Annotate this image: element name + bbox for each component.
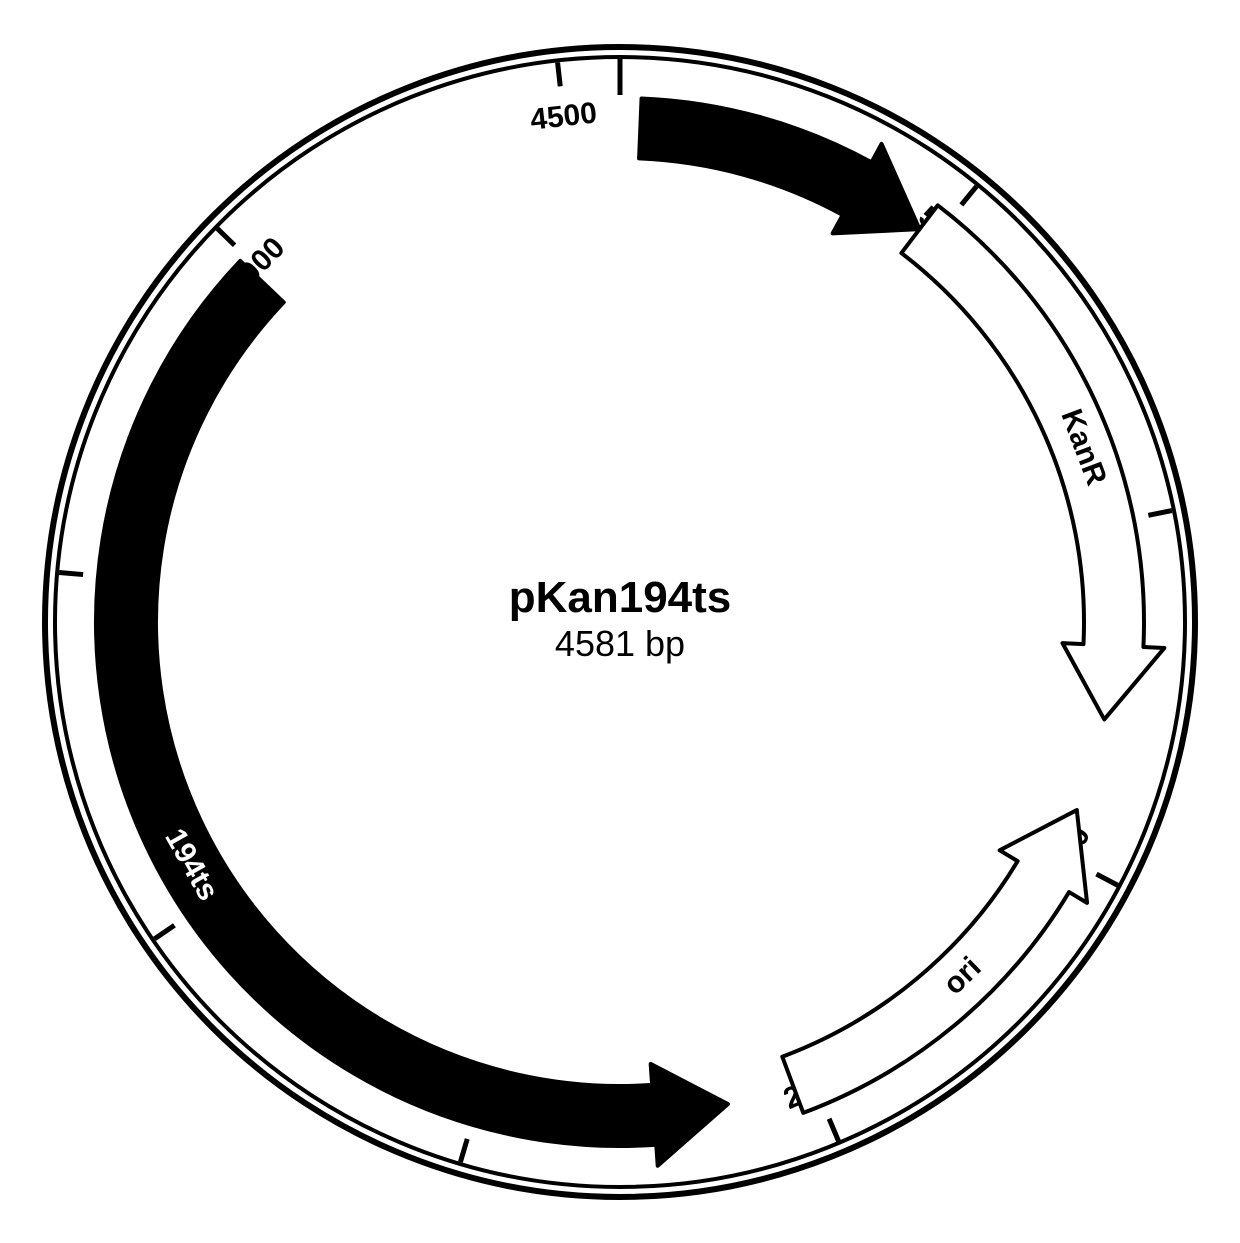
plasmid-name: pKan194ts	[509, 573, 732, 622]
scale-tick	[1148, 511, 1172, 516]
scale-tick	[558, 62, 561, 86]
feature-194ts	[96, 261, 728, 1166]
scale-tick	[460, 1139, 467, 1162]
plasmid-backbone-outer	[45, 47, 1195, 1197]
scale-tick-label: 4500	[529, 96, 599, 136]
plasmid-backbone-inner	[55, 57, 1185, 1187]
scale-tick	[217, 228, 234, 245]
scale-tick	[59, 572, 83, 574]
scale-tick	[961, 186, 976, 205]
plasmid-size: 4581 bp	[555, 623, 685, 664]
scale-tick	[829, 1119, 838, 1141]
feature-ori	[782, 810, 1087, 1113]
scale-tick	[1096, 874, 1117, 885]
scale-tick	[155, 925, 175, 939]
feature-KanR	[901, 205, 1164, 719]
